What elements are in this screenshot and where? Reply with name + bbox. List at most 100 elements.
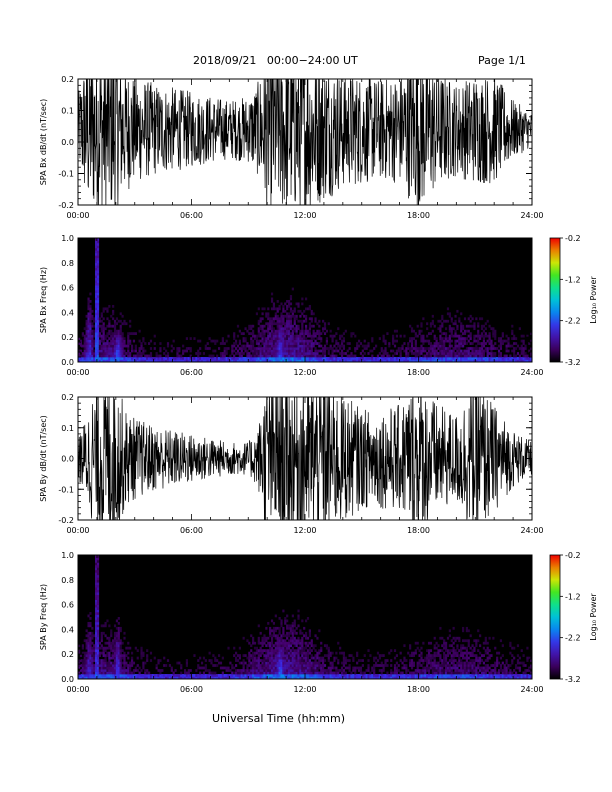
spectrogram-cell xyxy=(217,674,221,677)
spectrogram-cell xyxy=(293,357,296,360)
spectrogram-cell xyxy=(295,359,298,363)
spectrogram-cell xyxy=(301,639,304,643)
spectrogram-cell xyxy=(272,332,276,336)
spectrogram-cell xyxy=(96,664,100,667)
spectrogram-cell xyxy=(270,297,274,301)
spectrogram-cell xyxy=(393,666,397,670)
spectrogram-cell xyxy=(127,342,130,345)
spectrogram-cell xyxy=(497,651,501,655)
spectrogram-cell xyxy=(259,649,262,653)
spectrogram-cell xyxy=(257,636,260,640)
spectrogram-cell xyxy=(291,357,294,360)
spectrogram-cell xyxy=(93,644,96,648)
spectrogram-cell xyxy=(246,676,249,680)
spectrogram-cell xyxy=(320,669,323,672)
spectrogram-cell xyxy=(380,347,383,350)
spectrogram-cell xyxy=(327,359,330,363)
spectrogram-cell xyxy=(520,674,523,677)
spectrogram-cell xyxy=(473,327,476,331)
spectrogram-cell xyxy=(274,674,277,677)
spectrogram-cell xyxy=(471,659,474,662)
spectrogram-cell xyxy=(365,669,368,672)
spectrogram-cell xyxy=(252,671,255,675)
spectrogram-cell xyxy=(149,339,153,343)
spectrogram-cell xyxy=(287,312,291,316)
spectrogram-cell xyxy=(437,344,440,348)
spectrogram-cell xyxy=(117,334,120,338)
spectrogram-cell xyxy=(348,654,351,657)
spectrogram-cell xyxy=(263,344,266,348)
spectrogram-cell xyxy=(278,661,281,665)
spectrogram-cell xyxy=(93,649,96,653)
spectrogram-cell xyxy=(301,649,304,653)
spectrogram-cell xyxy=(297,671,300,675)
spectrogram-cell xyxy=(95,597,98,600)
spectrogram-cell xyxy=(130,656,134,660)
spectrogram-cell xyxy=(492,327,495,331)
spectrogram-cell xyxy=(516,352,520,355)
spectrogram-cell xyxy=(102,322,105,326)
spectrogram-cell xyxy=(195,352,198,355)
spectrogram-cell xyxy=(446,676,450,680)
spectrogram-cell xyxy=(151,359,154,363)
spectrogram-cell xyxy=(112,312,115,316)
spectrogram-cell xyxy=(98,659,101,662)
spectrogram-cell xyxy=(486,334,489,338)
spectrogram-cell xyxy=(350,332,353,336)
spectrogram-cell xyxy=(329,344,332,348)
spectrogram-cell xyxy=(410,654,414,657)
spectrogram-cell xyxy=(240,354,243,358)
spectrogram-cell xyxy=(280,651,283,655)
spectrogram-cell xyxy=(435,646,438,650)
spectrogram-cell xyxy=(329,664,332,667)
spectrogram-cell xyxy=(108,659,111,662)
spectrogram-cell xyxy=(270,347,274,350)
spectrogram-cell xyxy=(176,347,179,350)
spectrogram-cell xyxy=(371,669,374,672)
spectrogram-cell xyxy=(458,317,461,321)
spectrogram-cell xyxy=(316,676,319,680)
spectrogram-cell xyxy=(354,666,357,670)
spectrogram-cell xyxy=(269,344,272,348)
spectrogram-cell xyxy=(115,332,119,336)
spectrogram-cell xyxy=(238,352,241,355)
spectrogram-cell xyxy=(272,302,276,306)
spectrogram-cell xyxy=(261,332,264,336)
spectrogram-cell xyxy=(119,342,122,345)
spectrogram-cell xyxy=(297,359,300,363)
spectrogram-cell xyxy=(444,319,448,323)
spectrogram-cell xyxy=(443,644,446,648)
spectrogram-cell xyxy=(81,344,84,348)
spectrogram-cell xyxy=(477,659,480,662)
spectrogram-cell xyxy=(462,676,465,680)
spectrogram-cell xyxy=(100,651,103,655)
spectrogram-cell xyxy=(185,661,189,665)
spectrogram-cell xyxy=(429,659,433,662)
spectrogram-cell xyxy=(153,656,156,660)
spectrogram-cell xyxy=(178,359,181,363)
spectrogram-cell xyxy=(460,339,463,343)
spectrogram-cell xyxy=(263,349,266,353)
spectrogram-cell xyxy=(287,329,291,333)
spectrogram-cell xyxy=(95,604,98,608)
spectrogram-cell xyxy=(422,666,425,670)
spectrogram-cell xyxy=(316,357,319,360)
spectrogram-cell xyxy=(308,664,311,667)
spectrogram-cell xyxy=(412,337,416,340)
spectrogram-cell xyxy=(189,359,192,363)
spectrogram-cell xyxy=(416,671,419,675)
spectrogram-cell xyxy=(79,674,83,677)
spectrogram-cell xyxy=(246,656,249,660)
spectrogram-cell xyxy=(494,337,497,340)
spectrogram-cell xyxy=(469,676,472,680)
spectrogram-cell xyxy=(274,666,277,670)
spectrogram-cell xyxy=(467,339,470,343)
y-tick-label: 0.1 xyxy=(61,107,74,116)
spectrogram-cell xyxy=(102,349,105,353)
spectrogram-cell xyxy=(106,664,109,667)
spectrogram-cell xyxy=(270,327,274,331)
spectrogram-cell xyxy=(123,357,126,360)
spectrogram-cell xyxy=(435,654,438,657)
spectrogram-cell xyxy=(460,676,463,680)
spectrogram-cell xyxy=(248,671,251,675)
